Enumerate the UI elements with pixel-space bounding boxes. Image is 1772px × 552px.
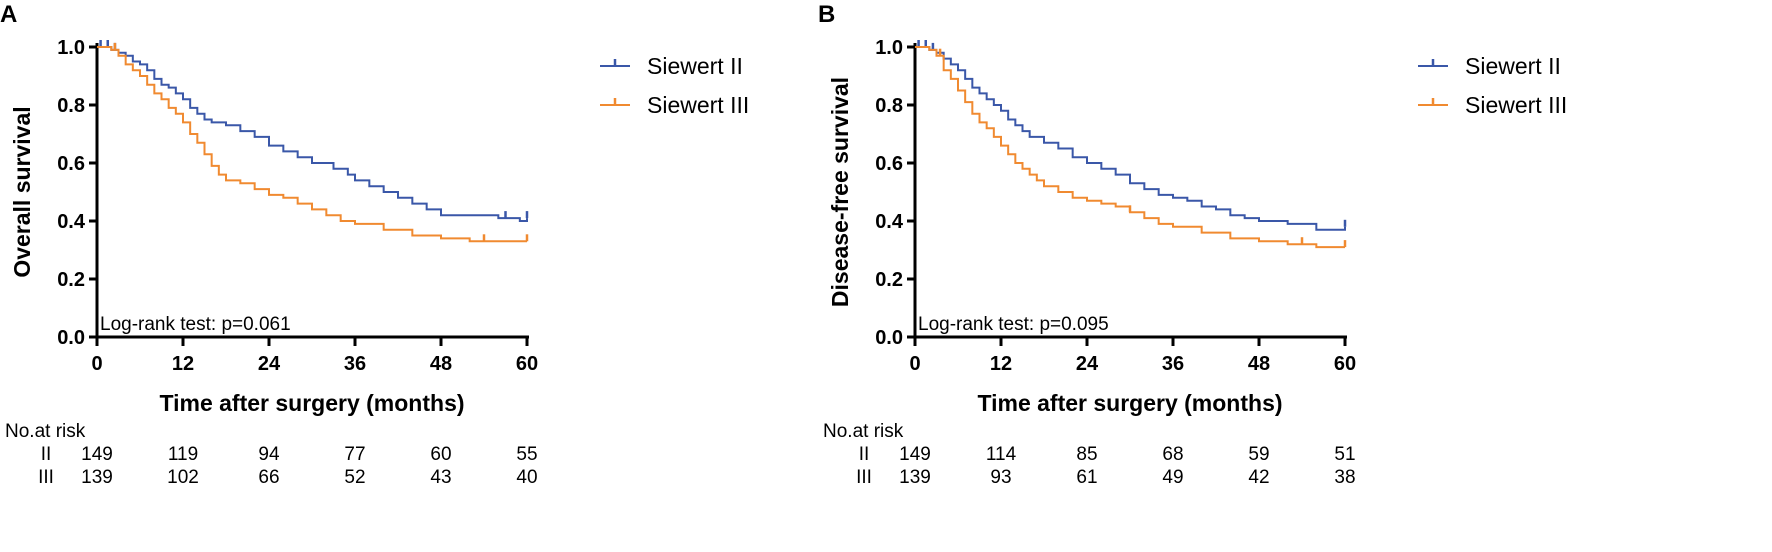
risk-count: 43 (430, 467, 451, 488)
x-axis-label: Time after surgery (months) (977, 390, 1282, 416)
legend-label: Siewert II (1465, 53, 1561, 79)
panel-label: A (0, 1, 17, 28)
survival-curves (915, 40, 1347, 249)
risk-count: 93 (990, 467, 1011, 488)
y-tick-label: 0.2 (57, 269, 85, 291)
legend: Siewert II Siewert III (1418, 53, 1567, 118)
panel-b: B 0.0 0.2 0.4 0.6 0.8 1.0 0 12 24 36 48 60 Disease-… (818, 1, 1567, 488)
y-tick-label: 1.0 (875, 37, 903, 59)
legend: Siewert II Siewert III (600, 53, 749, 118)
y-axis-label: Overall survival (9, 106, 35, 277)
y-tick-label: 0.8 (875, 95, 903, 117)
risk-count: 139 (899, 467, 931, 488)
y-tick-label: 0.4 (875, 211, 904, 233)
risk-count: 119 (168, 444, 198, 465)
x-tick-label: 36 (344, 353, 366, 375)
x-tick-label: 48 (430, 353, 452, 375)
survival-curve-siewert-ii (915, 46, 1346, 231)
axes (95, 43, 529, 339)
y-tick-label: 0.0 (875, 327, 903, 349)
risk-count: 149 (899, 444, 931, 465)
risk-count: 77 (344, 444, 365, 465)
x-tick-label: 0 (909, 353, 920, 375)
x-tick-label: 24 (258, 353, 281, 375)
risk-row-label: II (41, 444, 52, 465)
risk-count: 60 (430, 444, 451, 465)
risk-table-title: No.at risk (5, 421, 86, 442)
y-tick-label: 0.8 (57, 95, 85, 117)
x-tick-label: 12 (172, 353, 194, 375)
y-tick-label: 0.6 (875, 153, 903, 175)
risk-count: 94 (258, 444, 280, 465)
axis-ticks: 0.0 0.2 0.4 0.6 0.8 1.0 0 12 24 36 48 60 (875, 37, 1356, 375)
x-tick-label: 60 (1334, 353, 1356, 375)
x-tick-label: 24 (1076, 353, 1099, 375)
risk-count: 55 (516, 444, 537, 465)
y-tick-label: 1.0 (57, 37, 85, 59)
risk-count: 149 (81, 444, 113, 465)
legend-label: Siewert III (647, 92, 749, 118)
risk-count: 38 (1334, 467, 1355, 488)
risk-count: 102 (167, 467, 199, 488)
risk-count: 85 (1076, 444, 1097, 465)
axis-ticks: 0.0 0.2 0.4 0.6 0.8 1.0 0 12 24 36 48 60 (57, 37, 538, 375)
risk-count: 59 (1248, 444, 1269, 465)
survival-curve-siewert-iii (97, 46, 527, 243)
risk-count: 114 (986, 444, 1017, 465)
risk-count: 139 (81, 467, 113, 488)
risk-count: 61 (1076, 467, 1097, 488)
x-tick-label: 48 (1248, 353, 1270, 375)
panel-label: B (818, 1, 835, 28)
survival-curve-siewert-ii (97, 46, 528, 222)
legend-label: Siewert III (1465, 92, 1567, 118)
x-tick-label: 0 (91, 353, 102, 375)
risk-row-label: II (859, 444, 870, 465)
x-tick-label: 36 (1162, 353, 1184, 375)
y-tick-label: 0.0 (57, 327, 85, 349)
x-axis-label: Time after surgery (months) (159, 390, 464, 416)
y-tick-label: 0.4 (57, 211, 86, 233)
risk-count: 42 (1248, 467, 1269, 488)
risk-row-label: III (856, 467, 872, 488)
risk-count: 51 (1334, 444, 1355, 465)
risk-table-title: No.at risk (823, 421, 904, 442)
axes (913, 43, 1347, 339)
log-rank-annotation: Log-rank test: p=0.061 (100, 314, 291, 335)
risk-count: 49 (1162, 467, 1183, 488)
survival-curve-siewert-iii (915, 46, 1345, 249)
risk-count: 52 (344, 467, 365, 488)
risk-row-label: III (38, 467, 54, 488)
panel-a: A 0.0 0.2 0.4 0.6 0.8 1.0 0 12 24 36 48 60 Overall … (0, 1, 749, 488)
risk-count: 40 (516, 467, 537, 488)
y-tick-label: 0.2 (875, 269, 903, 291)
log-rank-annotation: Log-rank test: p=0.095 (918, 314, 1109, 335)
legend-label: Siewert II (647, 53, 743, 79)
y-tick-label: 0.6 (57, 153, 85, 175)
x-tick-label: 12 (990, 353, 1012, 375)
survival-curves (97, 40, 529, 243)
y-axis-label: Disease-free survival (827, 77, 853, 307)
risk-count: 68 (1162, 444, 1183, 465)
risk-count: 66 (258, 467, 279, 488)
x-tick-label: 60 (516, 353, 538, 375)
